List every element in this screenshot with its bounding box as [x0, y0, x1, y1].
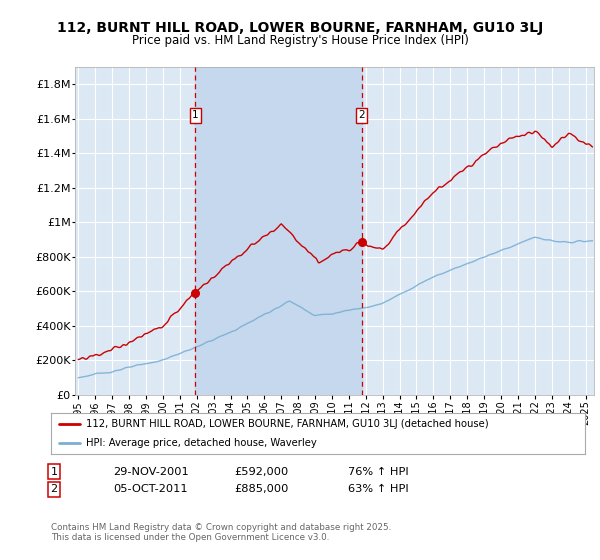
Text: 76% ↑ HPI: 76% ↑ HPI: [348, 466, 409, 477]
Text: 29-NOV-2001: 29-NOV-2001: [113, 466, 188, 477]
Text: HPI: Average price, detached house, Waverley: HPI: Average price, detached house, Wave…: [86, 438, 316, 447]
Text: Contains HM Land Registry data © Crown copyright and database right 2025.
This d: Contains HM Land Registry data © Crown c…: [51, 523, 391, 543]
Text: 2: 2: [50, 484, 58, 494]
Bar: [195, 67, 362, 395]
Text: £592,000: £592,000: [234, 466, 288, 477]
Text: 1: 1: [50, 466, 58, 477]
Text: Price paid vs. HM Land Registry's House Price Index (HPI): Price paid vs. HM Land Registry's House …: [131, 34, 469, 46]
Text: 112, BURNT HILL ROAD, LOWER BOURNE, FARNHAM, GU10 3LJ: 112, BURNT HILL ROAD, LOWER BOURNE, FARN…: [57, 21, 543, 35]
Text: 63% ↑ HPI: 63% ↑ HPI: [348, 484, 409, 494]
Text: 112, BURNT HILL ROAD, LOWER BOURNE, FARNHAM, GU10 3LJ (detached house): 112, BURNT HILL ROAD, LOWER BOURNE, FARN…: [86, 419, 488, 429]
Text: 2: 2: [358, 110, 365, 120]
Text: 1: 1: [192, 110, 199, 120]
Text: £885,000: £885,000: [234, 484, 289, 494]
Text: 05-OCT-2011: 05-OCT-2011: [113, 484, 187, 494]
